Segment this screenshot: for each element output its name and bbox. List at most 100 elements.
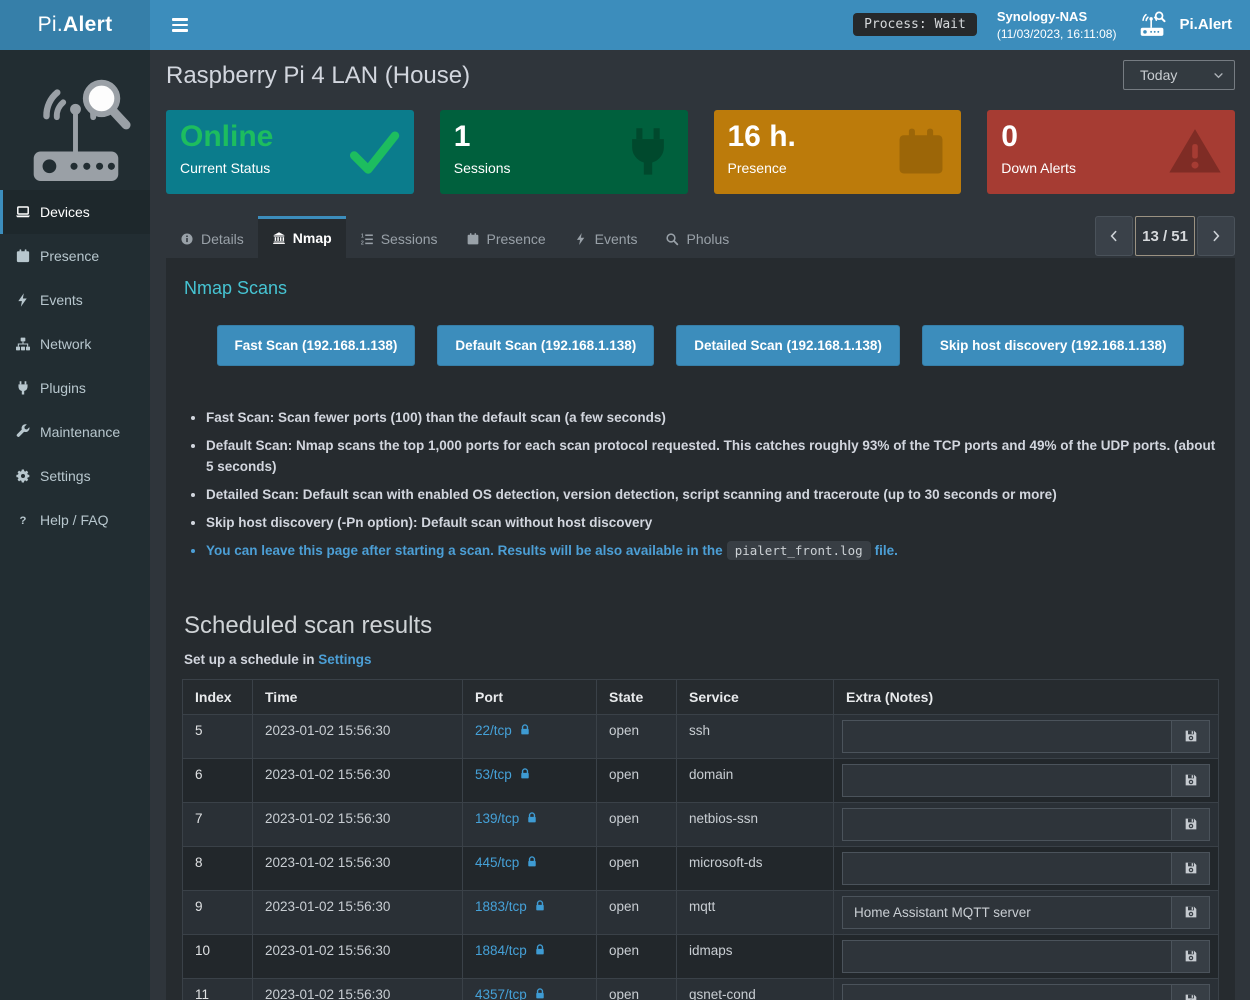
- save-icon: [1183, 860, 1199, 876]
- stat-cards: Online Current Status 1 Sessions 16 h. P…: [166, 110, 1235, 194]
- scan-note: Skip host discovery (-Pn option): Defaul…: [206, 513, 1219, 534]
- cell-time: 2023-01-02 15:56:30: [252, 713, 463, 759]
- app-label: Pi.Alert: [1179, 16, 1232, 34]
- brand-logo[interactable]: Pi. Alert: [0, 0, 150, 50]
- table-header-row: Index Time Port State Service Extra (Not…: [182, 678, 1219, 715]
- table-row: 5 2023-01-02 15:56:30 22/tcp open ssh: [182, 713, 1219, 759]
- note-input-group: [842, 763, 1210, 797]
- cell-extra: [833, 889, 1219, 935]
- stat-card: 0 Down Alerts: [987, 110, 1235, 194]
- sidebar-item[interactable]: Help / FAQ: [0, 498, 150, 542]
- cell-time: 2023-01-02 15:56:30: [252, 757, 463, 803]
- note-input-group: [842, 939, 1210, 973]
- cell-extra: [833, 713, 1219, 759]
- save-icon: [1183, 816, 1199, 832]
- port-link[interactable]: 139/tcp: [475, 810, 520, 826]
- scan-results-body: 5 2023-01-02 15:56:30 22/tcp open ssh: [182, 713, 1219, 1000]
- tab-label: Presence: [486, 231, 546, 247]
- sidebar-item-label: Network: [40, 336, 92, 352]
- tab[interactable]: Details: [166, 216, 258, 258]
- host-datetime: (11/03/2023, 16:11:08): [996, 26, 1117, 41]
- save-button[interactable]: [1171, 720, 1209, 752]
- note-input[interactable]: [843, 720, 1171, 752]
- cell-index: 6: [182, 757, 253, 803]
- table-row: 10 2023-01-02 15:56:30 1884/tcp open idm…: [182, 933, 1219, 979]
- tab[interactable]: Nmap: [257, 216, 346, 258]
- period-select[interactable]: Today: [1123, 60, 1235, 90]
- note-input[interactable]: [843, 852, 1171, 884]
- next-device-button[interactable]: [1197, 216, 1235, 256]
- sidebar-item[interactable]: Devices: [0, 190, 150, 234]
- sidebar-item-label: Presence: [40, 248, 100, 264]
- stat-card: 16 h. Presence: [713, 110, 962, 194]
- scan-button[interactable]: Fast Scan (192.168.1.138): [216, 325, 416, 366]
- cell-port: 1884/tcp: [462, 933, 597, 979]
- hamburger-icon[interactable]: [158, 8, 202, 41]
- port-link[interactable]: 4357/tcp: [475, 986, 527, 1000]
- tab-label: Pholus: [686, 231, 730, 247]
- note-input[interactable]: [843, 896, 1171, 928]
- sidebar-item[interactable]: Network: [0, 322, 150, 366]
- port-link[interactable]: 22/tcp: [475, 722, 512, 738]
- note-input[interactable]: [843, 940, 1171, 972]
- sidebar: Devices Presence Events Network: [0, 50, 150, 1000]
- scan-results-table: Index Time Port State Service Extra (Not…: [182, 678, 1219, 1000]
- cell-port: 1883/tcp: [462, 889, 597, 935]
- device-pager: 13 / 51: [1095, 216, 1235, 256]
- chevron-right-icon: [1209, 229, 1223, 243]
- scan-button[interactable]: Skip host discovery (192.168.1.138): [921, 325, 1185, 366]
- scan-note: Fast Scan: Scan fewer ports (100) than t…: [206, 408, 1219, 429]
- port-link[interactable]: 445/tcp: [475, 854, 520, 870]
- cell-service: idmaps: [676, 933, 834, 979]
- stat-card-value: Online: [180, 120, 274, 153]
- cell-index: 8: [182, 845, 253, 891]
- tab[interactable]: Pholus: [651, 216, 743, 258]
- save-button[interactable]: [1171, 896, 1209, 928]
- stat-card-label: Current Status: [180, 159, 271, 176]
- note-input[interactable]: [843, 808, 1171, 840]
- save-button[interactable]: [1171, 852, 1209, 884]
- tab[interactable]: Sessions: [346, 216, 452, 258]
- sidebar-item[interactable]: Events: [0, 278, 150, 322]
- sitemap-icon: [15, 336, 31, 352]
- pialert-logo: [0, 50, 150, 190]
- scan-button[interactable]: Detailed Scan (192.168.1.138): [676, 325, 900, 366]
- tab[interactable]: Presence: [452, 216, 560, 258]
- table-row: 9 2023-01-02 15:56:30 1883/tcp open mqtt: [182, 889, 1219, 935]
- tab-label: Details: [201, 231, 244, 247]
- sidebar-item[interactable]: Maintenance: [0, 410, 150, 454]
- app-link[interactable]: Pi.Alert: [1136, 11, 1232, 38]
- scan-button[interactable]: Default Scan (192.168.1.138): [437, 325, 655, 366]
- sidebar-item[interactable]: Plugins: [0, 366, 150, 410]
- save-button[interactable]: [1171, 764, 1209, 796]
- table-row: 8 2023-01-02 15:56:30 445/tcp open micro…: [182, 845, 1219, 891]
- sidebar-item-label: Help / FAQ: [40, 512, 109, 528]
- tab[interactable]: Events: [560, 216, 652, 258]
- port-link[interactable]: 1884/tcp: [475, 942, 527, 958]
- save-button[interactable]: [1171, 940, 1209, 972]
- port-link[interactable]: 1883/tcp: [475, 898, 527, 914]
- note-input[interactable]: [843, 764, 1171, 796]
- bolt-icon: [15, 292, 31, 308]
- note-input[interactable]: [843, 984, 1171, 1000]
- nmap-section-title: Nmap Scans: [184, 278, 288, 298]
- sidebar-item[interactable]: Presence: [0, 234, 150, 278]
- bank-icon: [272, 231, 286, 245]
- schedule-hint: Set up a schedule in Settings: [184, 651, 372, 667]
- cell-state: open: [596, 757, 677, 803]
- settings-link[interactable]: Settings: [318, 651, 372, 667]
- scan-note-leave-page: You can leave this page after starting a…: [206, 540, 1219, 562]
- nmap-tab-panel: Nmap Scans Fast Scan (192.168.1.138) Def…: [166, 258, 1235, 1000]
- col-index: Index: [182, 678, 253, 715]
- cell-index: 10: [182, 933, 253, 979]
- port-link[interactable]: 53/tcp: [475, 766, 512, 782]
- save-icon: [1183, 904, 1199, 920]
- stat-card-value: 16 h.: [727, 120, 796, 153]
- save-button[interactable]: [1171, 808, 1209, 840]
- save-button[interactable]: [1171, 984, 1209, 1000]
- cell-time: 2023-01-02 15:56:30: [252, 933, 463, 979]
- sidebar-item[interactable]: Settings: [0, 454, 150, 498]
- lock-icon: [525, 855, 539, 869]
- cell-service: netbios-ssn: [676, 801, 834, 847]
- prev-device-button[interactable]: [1095, 216, 1134, 256]
